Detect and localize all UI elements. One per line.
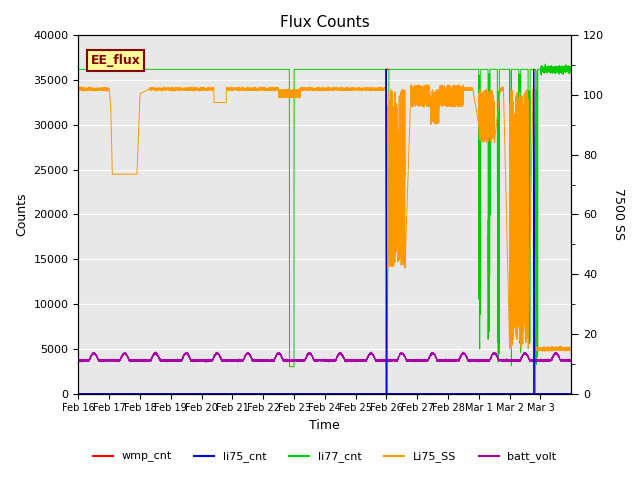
X-axis label: Time: Time (310, 419, 340, 432)
Title: Flux Counts: Flux Counts (280, 15, 370, 30)
Text: EE_flux: EE_flux (91, 54, 141, 67)
Legend: wmp_cnt, li75_cnt, li77_cnt, Li75_SS, batt_volt: wmp_cnt, li75_cnt, li77_cnt, Li75_SS, ba… (89, 447, 561, 467)
Y-axis label: Counts: Counts (15, 192, 28, 236)
Y-axis label: 7500 SS: 7500 SS (612, 189, 625, 240)
